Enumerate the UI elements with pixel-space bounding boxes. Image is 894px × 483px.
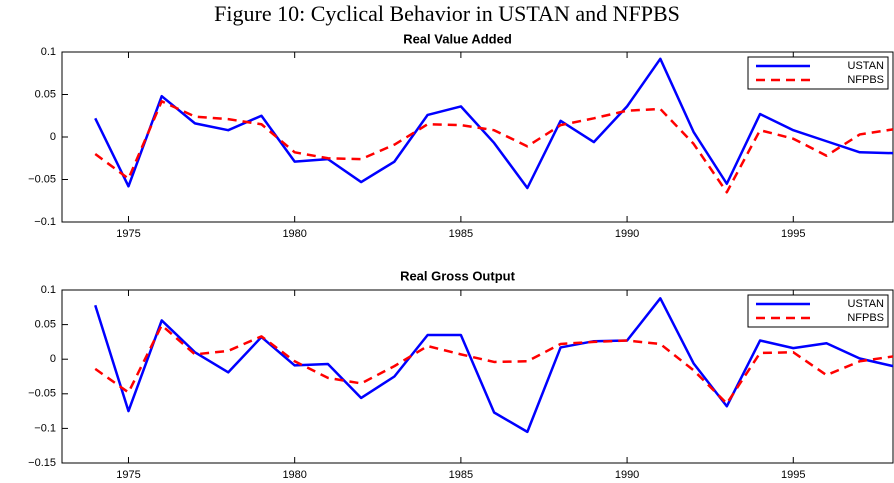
legend-label: NFPBS xyxy=(847,312,884,324)
y-tick-label: −0.05 xyxy=(28,388,56,400)
x-tick-label: 1975 xyxy=(116,228,140,240)
x-tick-label: 1980 xyxy=(282,469,306,481)
series-line xyxy=(94,297,894,434)
x-tick-label: 1990 xyxy=(615,228,639,240)
y-tick-label: 0.1 xyxy=(41,284,56,296)
x-tick-label: 1995 xyxy=(781,228,805,240)
x-tick-label: 1995 xyxy=(781,469,805,481)
legend-box xyxy=(747,294,889,328)
y-tick-label: 0.05 xyxy=(35,319,56,331)
series-line xyxy=(94,324,894,405)
y-tick-label: −0.05 xyxy=(28,173,56,185)
y-tick-label: 0 xyxy=(50,131,56,143)
x-tick-label: 1985 xyxy=(449,469,473,481)
y-tick-label: −0.1 xyxy=(34,422,56,434)
x-tick-label: 1980 xyxy=(282,228,306,240)
chart-title: Real Gross Output xyxy=(400,268,516,283)
y-tick-label: −0.15 xyxy=(28,457,56,469)
legend-label: NFPBS xyxy=(847,74,884,86)
x-tick-label: 1985 xyxy=(449,228,473,240)
x-tick-label: 1990 xyxy=(615,469,639,481)
y-tick-label: 0 xyxy=(50,353,56,365)
x-tick-label: 1975 xyxy=(116,469,140,481)
figure-title: Figure 10: Cyclical Behavior in USTAN an… xyxy=(214,1,680,26)
legend-label: USTAN xyxy=(848,298,885,310)
legend-label: USTAN xyxy=(848,60,885,72)
y-tick-label: 0.05 xyxy=(35,88,56,100)
series-line xyxy=(94,100,894,194)
y-tick-label: 0.1 xyxy=(41,46,56,58)
y-tick-label: −0.1 xyxy=(34,216,56,228)
legend-box xyxy=(747,56,889,90)
chart-title: Real Value Added xyxy=(403,31,512,46)
plot-area xyxy=(61,289,894,464)
series-line xyxy=(94,57,894,190)
